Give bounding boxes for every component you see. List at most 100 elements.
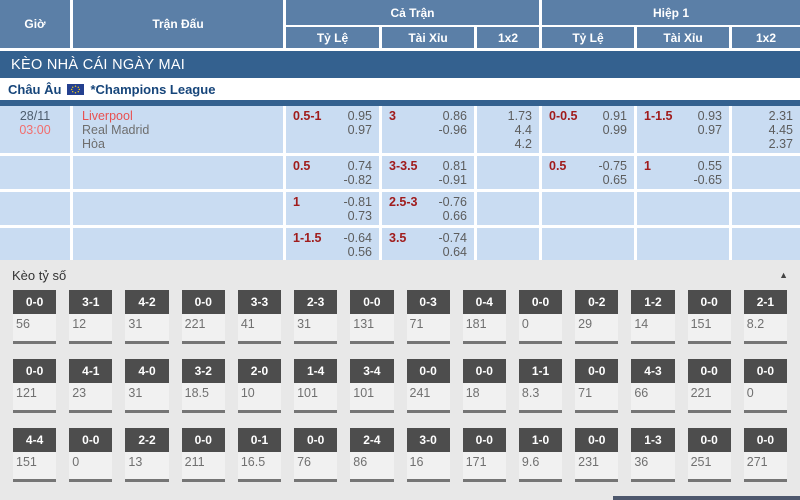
h1-overunder-cell[interactable]: 1-1.5 0.93 0.97 (637, 106, 729, 153)
score-odds-cell[interactable]: 3-3 41 (237, 290, 282, 344)
ft-overunder-cell[interactable]: 3 0.86 -0.96 (382, 106, 474, 153)
ft-overunder-cell[interactable]: 2.5-3 -0.76 0.66 (382, 192, 474, 225)
ft-1x2-cell[interactable] (477, 156, 539, 189)
score-odds-cell[interactable]: 0-0 76 (294, 428, 338, 482)
score-odds-cell[interactable]: 0-0 0 (518, 290, 563, 344)
score-odds-cell[interactable]: 0-0 221 (687, 359, 731, 413)
ft-over-odd[interactable]: 0.81 (442, 159, 467, 173)
h1-handicap-odd-top[interactable]: -0.75 (598, 159, 628, 173)
h1-1x2-cell[interactable]: 2.31 4.45 2.37 (732, 106, 800, 153)
h1-handicap-cell[interactable]: 0.5 -0.75 0.65 (542, 156, 634, 189)
score-odds-cell[interactable]: 0-0 121 (13, 359, 57, 413)
score-odds-cell[interactable]: 0-0 231 (575, 428, 619, 482)
score-odds-cell[interactable]: 4-0 31 (125, 359, 169, 413)
score-odds-cell[interactable]: 2-0 10 (237, 359, 282, 413)
score-odds-cell[interactable]: 0-0 241 (406, 359, 450, 413)
h1-1x2-cell[interactable] (732, 192, 800, 225)
score-odds-cell[interactable]: 3-4 101 (350, 359, 394, 413)
ft-under-odd[interactable]: 0.66 (442, 209, 467, 223)
team-home[interactable]: Liverpool (82, 109, 133, 123)
draw-label[interactable]: Hòa (82, 137, 105, 151)
ft-overunder-cell[interactable]: 3.5 -0.74 0.64 (382, 228, 474, 261)
team-away[interactable]: Real Madrid (82, 123, 150, 137)
h1-under-odd[interactable]: -0.65 (693, 173, 723, 187)
score-odds-cell[interactable]: 0-4 181 (462, 290, 506, 344)
ft-handicap-cell[interactable]: 0.5-1 0.95 0.97 (286, 106, 379, 153)
score-odds-cell[interactable]: 0-0 18 (462, 359, 506, 413)
score-odds-cell[interactable]: 0-0 56 (13, 290, 57, 344)
ft-handicap-odd-top[interactable]: 0.74 (347, 159, 372, 173)
score-odds-cell[interactable]: 4-1 23 (69, 359, 113, 413)
ft-1x2-cell[interactable]: 1.73 4.4 4.2 (477, 106, 539, 153)
score-odds-cell[interactable]: 0-0 151 (687, 290, 731, 344)
h1-under-odd[interactable]: 0.97 (697, 123, 722, 137)
score-odds-cell[interactable]: 0-0 221 (181, 290, 225, 344)
score-odds-cell[interactable]: 0-0 71 (575, 359, 619, 413)
score-odds-cell[interactable]: 1-2 14 (631, 290, 675, 344)
h1-handicap-cell[interactable]: 0-0.5 0.91 0.99 (542, 106, 634, 153)
score-odds-cell[interactable]: 0-2 29 (575, 290, 619, 344)
h1-1x2-home-odd[interactable]: 2.31 (768, 109, 793, 123)
ft-1x2-cell[interactable] (477, 192, 539, 225)
ft-handicap-odd-bottom[interactable]: 0.97 (347, 123, 372, 137)
ft-handicap-odd-top[interactable]: -0.81 (343, 195, 373, 209)
collapse-triangle-icon[interactable]: ▲ (779, 270, 788, 280)
score-odds-cell[interactable]: 0-0 0 (743, 359, 787, 413)
h1-handicap-odd-bottom[interactable]: 0.65 (602, 173, 627, 187)
h1-over-odd[interactable]: 0.93 (697, 109, 722, 123)
ft-handicap-odd-bottom[interactable]: -0.82 (343, 173, 373, 187)
h1-handicap-odd-top[interactable]: 0.91 (602, 109, 627, 123)
score-odds-cell[interactable]: 3-0 16 (406, 428, 450, 482)
h1-1x2-cell[interactable] (732, 156, 800, 189)
h1-over-odd[interactable]: 0.55 (697, 159, 722, 173)
h1-1x2-draw-odd[interactable]: 4.45 (768, 123, 793, 137)
ft-1x2-draw-odd[interactable]: 4.4 (514, 123, 532, 137)
score-odds-cell[interactable]: 3-1 12 (69, 290, 113, 344)
score-odds-cell[interactable]: 2-1 8.2 (743, 290, 787, 344)
ft-1x2-cell[interactable] (477, 228, 539, 261)
score-odds-cell[interactable]: 0-0 171 (462, 428, 506, 482)
score-odds-cell[interactable]: 0-0 271 (743, 428, 787, 482)
ft-under-odd[interactable]: 0.64 (442, 245, 467, 259)
h1-handicap-cell[interactable] (542, 228, 634, 261)
score-odds-cell[interactable]: 1-3 36 (631, 428, 675, 482)
h1-overunder-cell[interactable] (637, 228, 729, 261)
ft-handicap-cell[interactable]: 1-1.5 -0.64 0.56 (286, 228, 379, 261)
h1-handicap-odd-bottom[interactable]: 0.99 (602, 123, 627, 137)
ft-handicap-odd-top[interactable]: 0.95 (347, 109, 372, 123)
score-odds-cell[interactable]: 0-0 0 (69, 428, 113, 482)
score-odds-cell[interactable]: 0-1 16.5 (237, 428, 282, 482)
score-odds-cell[interactable]: 1-0 9.6 (518, 428, 563, 482)
score-odds-cell[interactable]: 2-3 31 (294, 290, 338, 344)
h1-handicap-cell[interactable] (542, 192, 634, 225)
ft-over-odd[interactable]: -0.74 (438, 231, 468, 245)
h1-overunder-cell[interactable]: 1 0.55 -0.65 (637, 156, 729, 189)
ft-handicap-odd-bottom[interactable]: 0.73 (347, 209, 372, 223)
ft-handicap-odd-top[interactable]: -0.64 (343, 231, 373, 245)
h1-1x2-away-odd[interactable]: 2.37 (768, 137, 793, 151)
ft-over-odd[interactable]: -0.76 (438, 195, 468, 209)
ft-1x2-home-odd[interactable]: 1.73 (507, 109, 532, 123)
score-odds-cell[interactable]: 2-4 86 (350, 428, 394, 482)
score-odds-cell[interactable]: 0-0 131 (350, 290, 394, 344)
score-odds-cell[interactable]: 3-2 18.5 (181, 359, 225, 413)
ft-under-odd[interactable]: -0.91 (438, 173, 468, 187)
score-odds-cell[interactable]: 4-2 31 (125, 290, 169, 344)
ft-handicap-odd-bottom[interactable]: 0.56 (347, 245, 372, 259)
league-name[interactable]: *Champions League (90, 81, 216, 97)
ft-handicap-cell[interactable]: 0.5 0.74 -0.82 (286, 156, 379, 189)
score-odds-cell[interactable]: 0-0 211 (181, 428, 225, 482)
ft-handicap-cell[interactable]: 1 -0.81 0.73 (286, 192, 379, 225)
score-odds-cell[interactable]: 1-4 101 (294, 359, 338, 413)
score-odds-cell[interactable]: 4-4 151 (13, 428, 57, 482)
h1-overunder-cell[interactable] (637, 192, 729, 225)
ft-overunder-cell[interactable]: 3-3.5 0.81 -0.91 (382, 156, 474, 189)
h1-1x2-cell[interactable] (732, 228, 800, 261)
score-odds-cell[interactable]: 0-0 251 (687, 428, 731, 482)
ft-1x2-away-odd[interactable]: 4.2 (514, 137, 532, 151)
ft-under-odd[interactable]: -0.96 (438, 123, 468, 137)
score-odds-cell[interactable]: 2-2 13 (125, 428, 169, 482)
score-odds-cell[interactable]: 0-3 71 (406, 290, 450, 344)
score-odds-cell[interactable]: 1-1 8.3 (518, 359, 563, 413)
ft-over-odd[interactable]: 0.86 (442, 109, 467, 123)
